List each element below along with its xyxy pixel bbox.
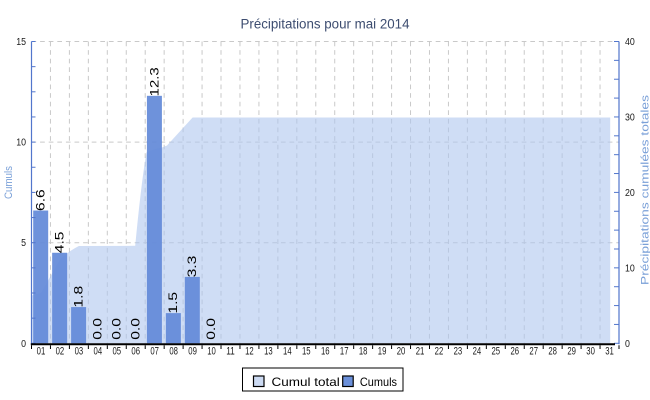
svg-text:13: 13 [264,346,273,358]
svg-text:Cumuls: Cumuls [360,375,397,389]
svg-text:24: 24 [473,346,482,358]
svg-text:14: 14 [283,346,292,358]
svg-text:19: 19 [378,346,387,358]
svg-text:06: 06 [131,346,140,358]
svg-text:26: 26 [510,346,519,358]
svg-text:Cumul total: Cumul total [272,375,340,389]
svg-text:18: 18 [359,346,368,358]
svg-text:20: 20 [625,188,635,199]
svg-text:0.0: 0.0 [109,318,123,340]
svg-text:0: 0 [21,339,26,350]
svg-text:27: 27 [529,346,538,358]
svg-text:15: 15 [302,346,311,358]
svg-text:20: 20 [397,346,406,358]
svg-text:10: 10 [16,138,26,149]
svg-text:12.3: 12.3 [147,67,161,96]
svg-text:11: 11 [226,346,235,358]
svg-text:0: 0 [625,339,630,350]
svg-text:Précipitations cumulées totale: Précipitations cumulées totales [640,94,650,285]
svg-text:4.5: 4.5 [53,231,67,253]
svg-text:17: 17 [340,346,349,358]
svg-text:21: 21 [416,346,425,358]
svg-text:05: 05 [112,346,121,358]
svg-text:0.0: 0.0 [90,318,104,340]
svg-text:02: 02 [56,346,65,358]
svg-text:25: 25 [492,346,501,358]
svg-text:30: 30 [625,112,635,123]
svg-text:1.8: 1.8 [71,285,85,307]
svg-text:16: 16 [321,346,330,358]
svg-text:30: 30 [586,346,595,358]
svg-text:08: 08 [169,346,178,358]
svg-text:6.6: 6.6 [34,189,48,211]
svg-text:0.0: 0.0 [204,318,218,340]
svg-text:0.0: 0.0 [128,318,142,340]
svg-text:07: 07 [150,346,159,358]
svg-text:5: 5 [21,238,26,249]
svg-text:10: 10 [207,346,216,358]
svg-text:1.5: 1.5 [166,291,180,313]
svg-text:15: 15 [16,37,26,48]
svg-text:12: 12 [245,346,254,358]
svg-text:01: 01 [37,346,46,358]
svg-text:09: 09 [188,346,197,358]
svg-text:10: 10 [625,263,635,274]
svg-text:Précipitations pour mai 2014: Précipitations pour mai 2014 [241,17,410,32]
svg-text:31: 31 [605,346,614,358]
svg-text:22: 22 [435,346,444,358]
svg-text:03: 03 [75,346,84,358]
svg-text:40: 40 [625,37,635,48]
svg-text:28: 28 [548,346,557,358]
svg-text:Cumuls: Cumuls [3,166,15,199]
svg-text:23: 23 [454,346,463,358]
svg-text:3.3: 3.3 [185,255,199,277]
svg-text:29: 29 [567,346,576,358]
svg-text:04: 04 [94,346,103,358]
